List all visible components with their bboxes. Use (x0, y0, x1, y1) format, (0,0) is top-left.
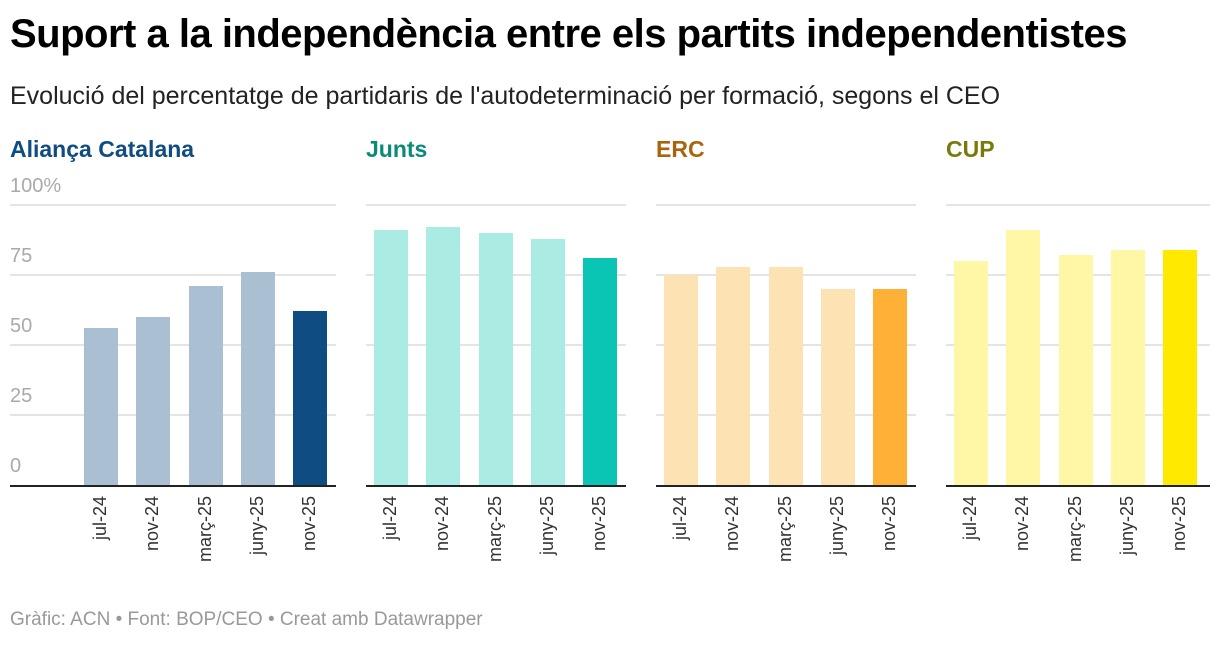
panel-alian-a-catalana: Aliança Catalana 0 25 50 75 100% jul-24 nov-24 m… (10, 130, 336, 600)
bar (374, 230, 408, 485)
gridline (656, 204, 916, 206)
panel-title: CUP (946, 136, 995, 162)
x-tick-label: març-25 (194, 496, 215, 563)
x-tick-label: nov-24 (1012, 496, 1033, 552)
bar (583, 258, 618, 485)
y-tick-label: 0 (10, 455, 22, 477)
bar (1110, 249, 1145, 485)
x-tick-label: jul-24 (90, 496, 110, 541)
bar (84, 328, 118, 485)
panel-title: ERC (656, 136, 705, 162)
bar (1058, 255, 1093, 485)
x-tick-label: jul-24 (960, 496, 980, 541)
x-tick-label: nov-25 (879, 496, 900, 552)
gridline (10, 274, 336, 276)
x-tick-label: març-25 (484, 496, 505, 563)
bar (188, 286, 223, 485)
x-tick-label: nov-25 (589, 496, 610, 552)
bar (240, 272, 275, 485)
baseline (946, 485, 1210, 487)
x-tick-label: nov-24 (722, 496, 743, 552)
baseline (366, 485, 626, 487)
bar (293, 311, 328, 485)
gridline (10, 344, 336, 346)
x-tick-label: jul-24 (380, 496, 400, 541)
bar (820, 289, 855, 485)
bar (873, 289, 908, 485)
y-tick-label: 50 (10, 315, 33, 337)
panel-erc: ERC jul-24 nov-24 març-25 juny-25 nov-25 (656, 130, 916, 600)
bar (136, 317, 171, 485)
y-tick-label: 100% (10, 175, 62, 197)
bar (1163, 249, 1198, 485)
x-tick-label: juny-25 (536, 496, 557, 556)
x-tick-label: nov-24 (432, 496, 453, 552)
x-tick-label: març-25 (1064, 496, 1085, 563)
y-tick-label: 25 (10, 385, 33, 407)
gridline (366, 204, 626, 206)
gridline (946, 204, 1210, 206)
bar (716, 266, 751, 485)
bar (478, 233, 513, 485)
bar (1006, 230, 1041, 485)
bar (530, 238, 565, 485)
x-tick-label: jul-24 (670, 496, 690, 541)
x-tick-label: nov-25 (1169, 496, 1190, 552)
baseline (10, 485, 336, 487)
x-tick-label: juny-25 (826, 496, 847, 556)
x-tick-label: juny-25 (1116, 496, 1137, 556)
x-tick-label: nov-24 (142, 496, 163, 552)
x-tick-label: nov-25 (299, 496, 320, 552)
chart-subtitle: Evolució del percentatge de partidaris d… (10, 82, 1001, 110)
gridline (10, 414, 336, 416)
panel-junts: Junts jul-24 nov-24 març-25 juny-25 nov-25 (366, 130, 626, 600)
panel-title: Aliança Catalana (10, 136, 195, 162)
bar (768, 266, 803, 485)
baseline (656, 485, 916, 487)
panel-cup: CUP jul-24 nov-24 març-25 juny-25 nov-25 (946, 130, 1210, 600)
chart-footer: Gràfic: ACN • Font: BOP/CEO • Creat amb … (10, 609, 483, 630)
panel-title: Junts (366, 136, 428, 162)
chart-title: Suport a la independència entre els part… (10, 12, 1127, 56)
bar (426, 227, 461, 485)
gridline (10, 204, 336, 206)
x-tick-label: març-25 (774, 496, 795, 563)
y-tick-label: 75 (10, 245, 33, 267)
bar (954, 261, 988, 485)
x-tick-label: juny-25 (246, 496, 267, 556)
bar (664, 275, 698, 485)
